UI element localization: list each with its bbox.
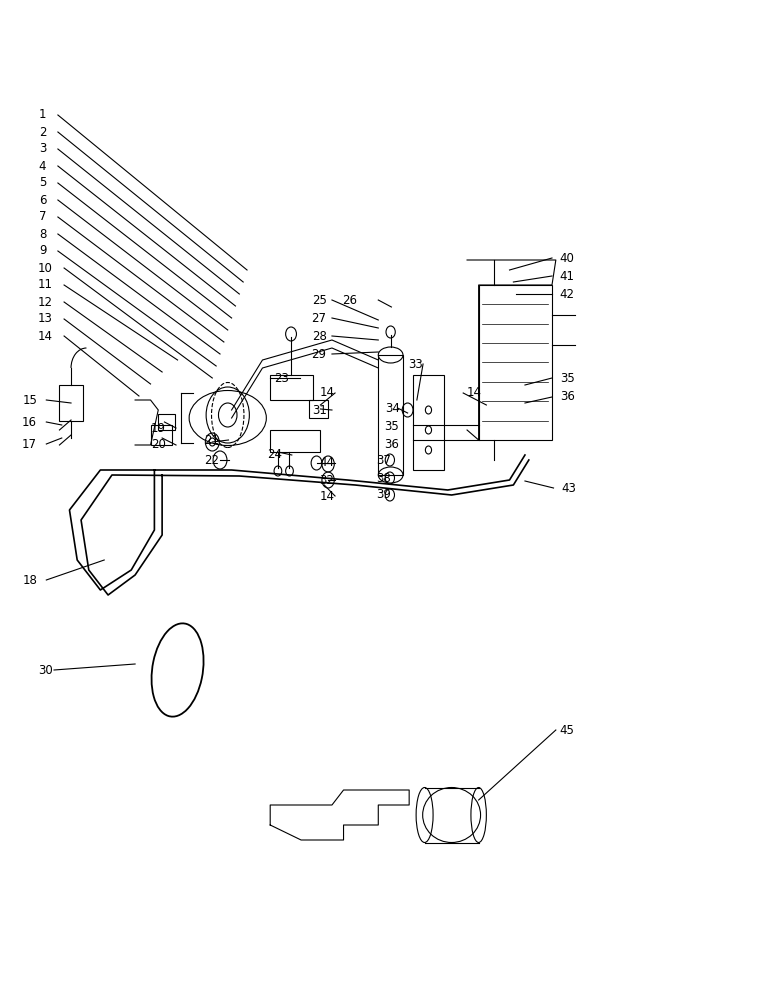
Text: 22: 22 <box>205 454 219 466</box>
Text: 20: 20 <box>151 438 166 452</box>
Text: 36: 36 <box>384 438 399 450</box>
Text: 15: 15 <box>22 393 37 406</box>
Text: 14: 14 <box>38 330 52 342</box>
Text: 13: 13 <box>38 312 52 326</box>
Text: 36: 36 <box>560 390 574 403</box>
Text: 5: 5 <box>39 176 46 190</box>
Bar <box>270 430 320 452</box>
Text: 24: 24 <box>267 448 282 462</box>
Bar <box>378 355 403 475</box>
Text: 37: 37 <box>377 454 391 466</box>
Text: 39: 39 <box>377 488 391 502</box>
Bar <box>309 400 328 418</box>
Text: 1: 1 <box>39 108 46 121</box>
Bar <box>270 375 313 400</box>
Text: 7: 7 <box>39 211 46 224</box>
Text: 25: 25 <box>312 294 327 306</box>
Bar <box>158 414 175 430</box>
Text: 19: 19 <box>151 422 166 434</box>
Text: 27: 27 <box>312 312 327 324</box>
Text: 8: 8 <box>39 228 46 240</box>
Text: 11: 11 <box>38 278 52 292</box>
Text: 14: 14 <box>467 386 482 399</box>
Text: 4: 4 <box>39 159 46 172</box>
Text: 38: 38 <box>377 472 391 485</box>
Text: 40: 40 <box>560 251 574 264</box>
Text: 23: 23 <box>275 371 290 384</box>
Text: 32: 32 <box>320 474 334 487</box>
Text: 6: 6 <box>39 194 46 207</box>
Text: 16: 16 <box>22 416 37 428</box>
Text: 26: 26 <box>342 294 357 306</box>
Text: 42: 42 <box>560 288 574 300</box>
Text: 17: 17 <box>22 438 37 450</box>
Text: 12: 12 <box>38 296 52 308</box>
Text: 33: 33 <box>408 358 423 370</box>
Text: 18: 18 <box>22 574 37 586</box>
Text: 10: 10 <box>38 261 52 274</box>
Text: 9: 9 <box>39 244 46 257</box>
Bar <box>479 285 552 440</box>
Text: 31: 31 <box>312 403 327 416</box>
Text: 43: 43 <box>561 482 576 494</box>
Text: 21: 21 <box>205 434 219 446</box>
Text: 35: 35 <box>560 371 574 384</box>
Text: 45: 45 <box>560 724 574 736</box>
Text: 14: 14 <box>320 386 334 399</box>
Text: 44: 44 <box>320 456 334 470</box>
Bar <box>413 375 444 470</box>
Text: 41: 41 <box>560 269 574 282</box>
Text: 3: 3 <box>39 142 46 155</box>
Text: 29: 29 <box>312 348 327 360</box>
Bar <box>59 385 83 421</box>
Text: 35: 35 <box>384 420 399 434</box>
Text: 30: 30 <box>39 664 53 676</box>
Text: 28: 28 <box>312 330 327 342</box>
Bar <box>151 425 172 445</box>
Text: 2: 2 <box>39 125 46 138</box>
Text: 14: 14 <box>320 489 334 502</box>
Text: 34: 34 <box>385 401 400 414</box>
